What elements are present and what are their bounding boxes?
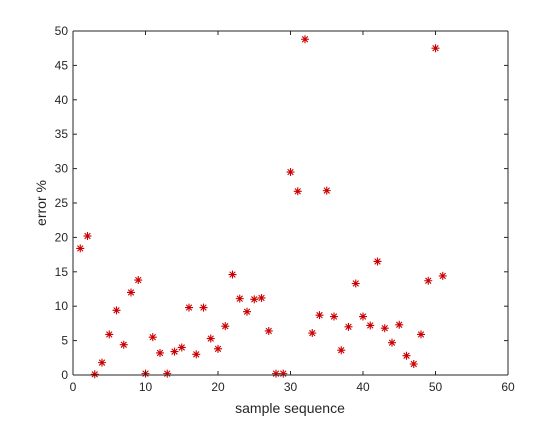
x-tick-label: 20 (211, 380, 225, 394)
data-point (185, 303, 193, 312)
y-tick-label: 5 (61, 334, 68, 348)
data-point (264, 326, 273, 335)
y-tick-label: 25 (55, 196, 69, 210)
data-point (424, 276, 433, 285)
data-point (98, 358, 106, 367)
data-point (417, 330, 425, 339)
data-point (438, 271, 447, 280)
data-point (250, 295, 259, 304)
y-tick-label: 40 (55, 93, 69, 107)
data-point (163, 369, 172, 378)
data-point (243, 307, 251, 316)
data-point (177, 343, 186, 352)
y-tick-label: 50 (55, 24, 69, 38)
data-point (214, 344, 222, 353)
plot-background (73, 31, 508, 375)
data-point (279, 369, 288, 378)
x-tick-label: 10 (139, 380, 153, 394)
data-point (83, 232, 92, 241)
data-point (76, 244, 85, 253)
x-axis-title: sample sequence (235, 400, 345, 416)
x-tick-label: 0 (70, 380, 77, 394)
data-point (402, 351, 411, 360)
data-point (112, 306, 121, 315)
y-tick-label: 10 (55, 299, 69, 313)
data-point (322, 186, 331, 195)
data-point (308, 329, 317, 338)
data-point (330, 312, 338, 321)
data-point (359, 312, 367, 321)
y-tick-label: 15 (55, 265, 69, 279)
data-point (90, 370, 99, 379)
data-point (156, 348, 164, 357)
data-point (206, 334, 215, 343)
data-point (134, 276, 143, 285)
y-tick-label: 0 (61, 368, 68, 382)
data-point (315, 311, 324, 320)
data-point (431, 44, 440, 53)
x-tick-label: 40 (356, 380, 370, 394)
x-tick-label: 50 (429, 380, 443, 394)
data-point (373, 257, 382, 266)
y-tick-label: 35 (55, 127, 69, 141)
data-point (301, 35, 309, 44)
data-point (351, 279, 360, 288)
y-tick-label: 30 (55, 162, 69, 176)
data-point (235, 294, 244, 303)
data-point (286, 168, 295, 177)
data-point (170, 347, 179, 356)
data-point (380, 324, 389, 333)
y-tick-label: 45 (55, 58, 69, 72)
data-point (293, 187, 302, 196)
data-point (199, 303, 208, 312)
y-tick-label: 20 (55, 230, 69, 244)
x-ticks: 0 10 20 30 40 50 60 (70, 31, 515, 394)
data-point (366, 321, 375, 330)
data-point (192, 350, 201, 359)
x-tick-label: 60 (501, 380, 515, 394)
x-tick-label: 30 (284, 380, 298, 394)
data-point (409, 359, 418, 368)
data-point (388, 338, 396, 347)
data-point (337, 346, 346, 355)
data-point (344, 322, 353, 331)
data-point (119, 340, 128, 349)
data-point (395, 320, 404, 329)
data-point (105, 330, 114, 339)
data-point (221, 322, 230, 331)
data-point (257, 293, 266, 302)
y-ticks: 0 5 10 15 20 25 30 35 40 45 50 (55, 24, 508, 382)
y-axis-title: error % (33, 180, 49, 226)
data-point (272, 369, 280, 378)
data-point (148, 333, 157, 342)
data-point (228, 270, 237, 279)
data-point (127, 288, 135, 297)
